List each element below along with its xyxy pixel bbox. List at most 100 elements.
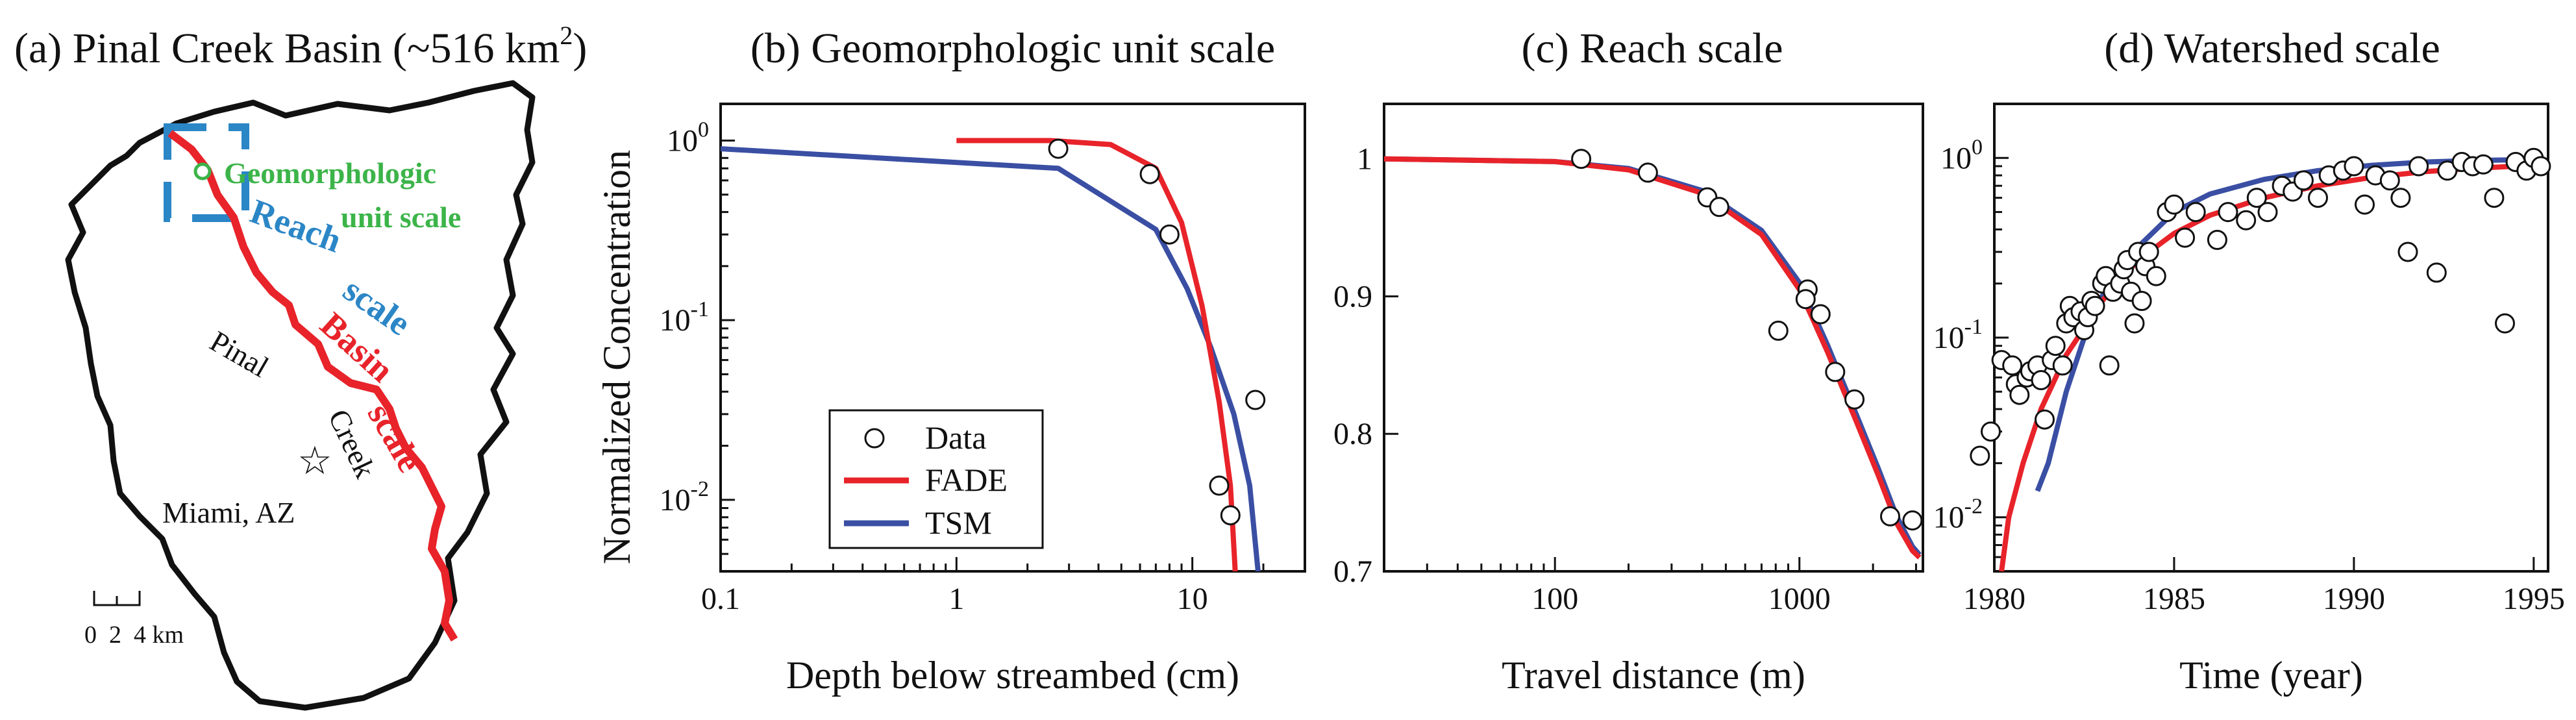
panel-c-chart: (c) Reach scale 100 1000 1 0.9 0.8 0.7 Travel d… [1333, 25, 1924, 697]
geomorph-label-line2: unit scale [341, 201, 461, 234]
y-tick-base: 10 [1933, 501, 1964, 535]
x-tick-label: 1985 [2143, 582, 2205, 616]
data-point [2246, 188, 2267, 208]
fade-series-line [1999, 162, 2534, 571]
y-tick-label: 10-1 [660, 297, 709, 338]
x-tick-label: 1000 [1768, 582, 1831, 616]
y-tick-base: 10 [1933, 321, 1964, 355]
geomorph-label-line1: Geomorphologic [224, 156, 436, 190]
plot-area [721, 138, 1261, 571]
data-point [2045, 336, 2066, 356]
data-point [2146, 266, 2166, 286]
legend: Data FADE TSM [828, 409, 1044, 549]
legend-data-label: Data [925, 419, 986, 456]
data-point [1571, 149, 1592, 169]
data-point [2052, 355, 2073, 376]
tsm-series-line [721, 146, 1261, 571]
scale-bar [93, 591, 141, 606]
y-tick-label: 100 [1940, 135, 1983, 175]
x-tick-label: 1995 [2503, 582, 2565, 616]
data-point [1810, 304, 1831, 325]
basin-river-line [167, 130, 458, 642]
pinal-label: Pinal [204, 324, 274, 383]
data-point [2437, 160, 2458, 181]
data-point [2344, 156, 2364, 177]
data-point [1880, 506, 1900, 527]
reach-label-line1: Reach [245, 192, 347, 260]
plot-area [1384, 156, 1922, 560]
x-tick-label: 10 [1177, 582, 1208, 616]
scale-bar-label: 0 2 4 km [84, 621, 184, 649]
data-point [1825, 362, 1846, 382]
data-point [2164, 194, 2185, 215]
data-point [1245, 390, 1266, 410]
data-point [2131, 291, 2152, 311]
data-point [1970, 445, 1990, 466]
x-tick-label: 1980 [1963, 582, 2025, 616]
data-point [2124, 313, 2145, 334]
data-point [1902, 510, 1923, 531]
data-point [1220, 505, 1241, 526]
data-point [1209, 475, 1230, 496]
data-point [2379, 170, 2400, 191]
chart-title: (c) Reach scale [1521, 25, 1783, 72]
data-point [2138, 242, 2159, 262]
data-point [2085, 295, 2105, 316]
data-point [1048, 138, 1069, 159]
star-icon: ☆ [297, 440, 332, 482]
data-point [1768, 320, 1789, 341]
chart-title: (d) Watershed scale [2104, 25, 2440, 72]
data-point [2009, 384, 2030, 405]
fade-series-line [1384, 156, 1922, 560]
y-tick-exp: 0 [1972, 135, 1983, 159]
data-point [1844, 389, 1865, 410]
data-point [1159, 224, 1180, 245]
data-point [2390, 188, 2411, 208]
y-tick-exp: -1 [691, 297, 709, 321]
legend-fade-label: FADE [925, 462, 1008, 498]
x-axis-label: Travel distance (m) [1502, 654, 1805, 697]
data-point [2355, 194, 2375, 215]
data-point [1637, 162, 1658, 183]
data-point [2099, 355, 2120, 376]
y-tick-base: 10 [1940, 141, 1972, 175]
data-point [2484, 188, 2505, 208]
y-axis-label: Normalized Concentration [595, 150, 638, 564]
y-tick-label: 1 [1357, 142, 1372, 177]
data-point [2031, 370, 2051, 390]
miami-label: Miami, AZ [162, 496, 295, 529]
data-point [2236, 210, 2257, 230]
y-tick-label: 10-1 [1933, 315, 1983, 355]
data-point [2207, 230, 2227, 250]
y-tick-exp: -1 [1964, 315, 1983, 339]
x-tick-label: 1990 [2323, 582, 2385, 616]
data-point [2397, 242, 2418, 262]
geomorph-unit-marker [193, 162, 212, 180]
data-point [2531, 156, 2551, 177]
y-tick-label: 10-2 [1933, 495, 1983, 535]
y-tick-label: 0.8 [1333, 417, 1372, 451]
y-tick-exp: 0 [698, 118, 709, 142]
fade-series-line [956, 138, 1238, 571]
legend-data-marker [864, 428, 885, 449]
plot-frame [1383, 103, 1924, 573]
data-point [1795, 289, 1816, 310]
y-tick-label: 10-2 [660, 477, 709, 517]
data-point [1981, 421, 2001, 442]
basin-outline [65, 80, 536, 711]
data-point [2218, 202, 2238, 223]
x-tick-label: 1 [948, 582, 964, 616]
chart-title: (b) Geomorphologic unit scale [750, 25, 1275, 72]
data-point [1139, 164, 1160, 184]
data-point [2002, 355, 2023, 376]
y-tick-exp: -2 [1964, 495, 1983, 519]
data-point [2185, 202, 2206, 223]
panel-a-map: (a) Pinal Creek Basin (~516 km2) Geomorp… [14, 21, 587, 711]
data-point [2426, 262, 2447, 283]
data-point [2409, 156, 2429, 177]
y-tick-base: 10 [660, 303, 691, 338]
data-point [2473, 154, 2494, 175]
